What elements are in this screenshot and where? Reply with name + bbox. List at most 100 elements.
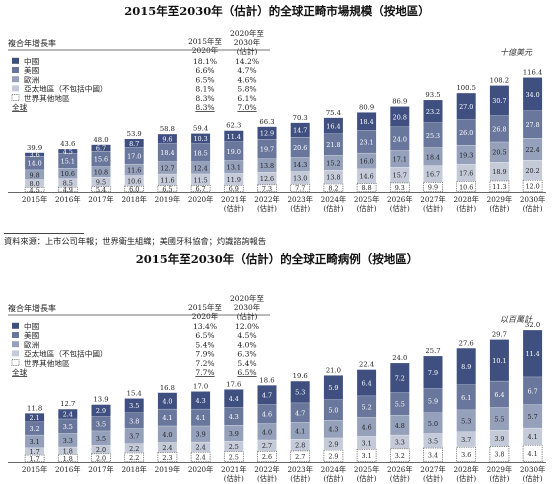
bar-segment-us bbox=[191, 143, 211, 162]
data-label: 4.3 bbox=[328, 426, 338, 434]
legend-col1-header: 2015年至 2020年 bbox=[188, 36, 223, 55]
legend-swatch-us bbox=[12, 332, 19, 338]
bar-segment-us bbox=[390, 392, 410, 416]
x-tick-label: 2027年(估計) bbox=[420, 465, 445, 483]
bar-segment-apac bbox=[191, 174, 211, 186]
data-label: 8.5 bbox=[63, 180, 73, 188]
bar-segment-apac bbox=[257, 440, 277, 451]
data-label: 2.4 bbox=[162, 444, 172, 452]
bar-segment-row bbox=[91, 453, 111, 463]
legend-value-2015-2020: 7.9% bbox=[195, 350, 214, 359]
data-label: 3.9 bbox=[229, 430, 239, 438]
data-label: 19.0 bbox=[227, 148, 241, 156]
data-label: 18.4 bbox=[160, 149, 174, 157]
data-label: 4.1 bbox=[295, 427, 305, 435]
data-label: 18.4 bbox=[426, 153, 440, 161]
bar-segment-china bbox=[124, 398, 144, 413]
bar-segment-us bbox=[523, 377, 543, 405]
bar-segment-apac bbox=[224, 173, 244, 185]
data-label: 4.5 bbox=[63, 148, 73, 156]
x-tick-label: 2024年(估計) bbox=[321, 195, 346, 213]
data-label: 12.6 bbox=[260, 175, 274, 183]
data-label: 8.8 bbox=[362, 184, 372, 192]
bar-segment-row bbox=[190, 451, 211, 463]
data-label: 3.5 bbox=[428, 437, 438, 445]
bar-segment-apac bbox=[124, 175, 144, 186]
bar-segment-europe bbox=[489, 407, 509, 430]
bar-segment-row bbox=[57, 454, 78, 463]
source-divider bbox=[4, 233, 84, 234]
x-tick-label: 2016年 bbox=[55, 465, 80, 474]
data-label: 18.4 bbox=[359, 118, 373, 126]
bar-segment-europe bbox=[456, 410, 476, 432]
bar-segment-china bbox=[523, 77, 543, 111]
legend-col2-header: 2020年至 2030年(估計) bbox=[230, 293, 265, 321]
x-tick-label: 2022年(估計) bbox=[254, 465, 279, 483]
data-label: 4.0 bbox=[162, 431, 172, 439]
data-label: 7.9 bbox=[428, 369, 438, 377]
bar-segment-row bbox=[423, 181, 443, 193]
bar-segment-us bbox=[523, 110, 543, 139]
data-label: 2.9 bbox=[96, 407, 106, 415]
data-label: 12.7 bbox=[160, 164, 174, 172]
data-label: 4.0 bbox=[162, 398, 172, 406]
bar-segment-row bbox=[190, 185, 211, 193]
bar-segment-us bbox=[157, 409, 177, 426]
data-label: 3.5 bbox=[63, 423, 73, 431]
data-label: 6.7 bbox=[196, 185, 206, 193]
data-label: 18.5 bbox=[193, 149, 207, 157]
x-tick-label: 2023年(估計) bbox=[287, 465, 312, 483]
bar-segment-china bbox=[91, 144, 111, 152]
data-label: 2.5 bbox=[229, 443, 239, 451]
bar-segment-us bbox=[25, 422, 45, 435]
legend-header-label: 複合年增長率 bbox=[8, 38, 56, 48]
bar-segment-europe bbox=[124, 428, 144, 444]
data-label: 4.5 bbox=[30, 186, 40, 194]
x-tick-label: 2015年 bbox=[22, 465, 47, 474]
data-label: 9.5 bbox=[96, 179, 106, 187]
bar-segment-apac bbox=[523, 160, 543, 180]
bar-segment-apac bbox=[91, 445, 111, 454]
bar-segment-china bbox=[323, 117, 343, 134]
total-label: 48.0 bbox=[93, 136, 108, 144]
legend-value-2015-2020: 8.3% bbox=[195, 103, 214, 112]
chart-title: 2015年至2030年（估計）的全球正畸市場規模（按地區） bbox=[124, 4, 430, 18]
bar-segment-europe bbox=[25, 170, 45, 180]
data-label: 1.7 bbox=[30, 455, 40, 463]
bar-segment-china bbox=[224, 130, 244, 142]
total-label: 17.6 bbox=[226, 380, 241, 388]
data-label: 12.0 bbox=[525, 183, 539, 191]
data-label: 2.2 bbox=[129, 445, 139, 453]
total-label: 21.0 bbox=[326, 366, 341, 374]
bar-segment-row bbox=[124, 185, 145, 193]
bar-segment-row bbox=[356, 448, 377, 463]
data-label: 15.7 bbox=[393, 172, 407, 180]
bar-segment-china bbox=[390, 363, 410, 393]
total-label: 25.7 bbox=[425, 347, 440, 355]
data-label: 3.6 bbox=[461, 451, 471, 459]
legend-value-2015-2020: 8.1% bbox=[195, 85, 214, 94]
bar-segment-row bbox=[157, 185, 178, 193]
x-tick-label: 2026年(估計) bbox=[387, 195, 412, 213]
bar-segment-europe bbox=[523, 404, 543, 428]
total-label: 11.8 bbox=[27, 404, 42, 412]
total-label: 53.9 bbox=[127, 130, 142, 138]
bar-segment-us bbox=[489, 381, 509, 408]
x-tick-label: 2019年 bbox=[155, 465, 180, 474]
legend-value-2020-2030: 6.1% bbox=[237, 94, 256, 103]
data-label: 1.8 bbox=[63, 447, 73, 455]
data-label: 16.0 bbox=[359, 158, 373, 166]
data-label: 3.3 bbox=[63, 437, 73, 445]
data-label: 15.1 bbox=[61, 157, 75, 165]
legend-name: 中國 bbox=[24, 321, 39, 331]
bar-segment-china bbox=[390, 106, 410, 127]
bar-segment-row bbox=[522, 444, 543, 463]
data-label: 15.2 bbox=[326, 159, 340, 167]
legend-swatch-apac bbox=[12, 85, 19, 92]
bar-segment-row bbox=[290, 184, 311, 193]
bar-segment-us bbox=[257, 404, 277, 424]
x-tick-label: 2024年(估計) bbox=[321, 465, 346, 483]
data-label: 20.2 bbox=[525, 167, 539, 175]
bar-segment-europe bbox=[423, 147, 443, 166]
data-label: 3.6 bbox=[30, 151, 40, 159]
